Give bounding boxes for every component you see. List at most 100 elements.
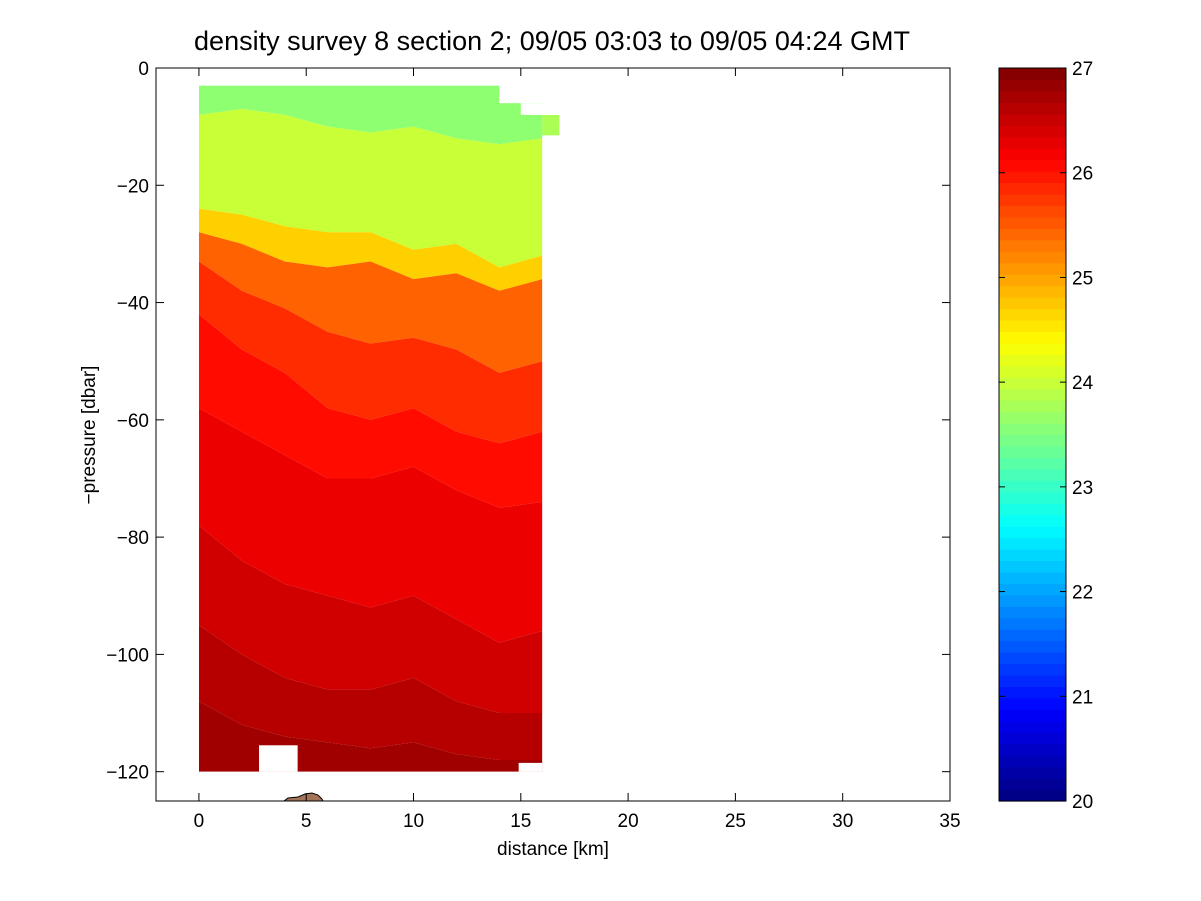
x-axis-label: distance [km] — [497, 839, 609, 860]
colorbar-swatch — [999, 709, 1066, 722]
density-band — [542, 114, 560, 136]
colorbar-tick-label: 25 — [1072, 268, 1093, 289]
colorbar-swatch — [999, 652, 1066, 665]
colorbar-swatch — [999, 732, 1066, 745]
density-field — [198, 85, 560, 772]
y-tick-label: −100 — [106, 645, 149, 666]
x-axis-ticks: 0 5 10 15 20 25 30 35 — [194, 68, 961, 832]
colorbar-swatch — [999, 537, 1066, 550]
colorbar-swatch — [999, 68, 1066, 81]
colorbar-swatch — [999, 331, 1066, 344]
colorbar-swatch — [999, 216, 1066, 229]
colorbar-swatch — [999, 251, 1066, 264]
density-band — [198, 109, 543, 268]
colorbar-swatch — [999, 411, 1066, 424]
data-gap — [520, 103, 950, 115]
colorbar-swatch — [999, 675, 1066, 688]
colorbar-swatch — [999, 102, 1066, 115]
colorbar-swatch — [999, 193, 1066, 207]
x-tick-label: 0 — [194, 811, 205, 832]
colorbar-swatch — [999, 755, 1066, 768]
colorbar-swatch — [999, 629, 1066, 642]
y-tick-label: −40 — [117, 294, 149, 315]
colorbar-swatch — [999, 125, 1066, 138]
seafloor-bathymetry — [282, 792, 324, 802]
colorbar-swatch — [999, 697, 1066, 710]
colorbar-tick-label: 24 — [1072, 373, 1094, 394]
colorbar-swatch — [999, 640, 1066, 653]
x-tick-label: 25 — [725, 811, 746, 832]
colorbar-swatch — [999, 354, 1066, 367]
density-band — [198, 232, 543, 373]
colorbar-swatch — [999, 400, 1066, 413]
colorbar-swatch — [999, 526, 1066, 539]
density-band — [198, 314, 543, 508]
colorbar-swatch — [999, 423, 1066, 436]
x-tick-label: 20 — [618, 811, 639, 832]
colorbar-swatch — [999, 778, 1066, 791]
density-band — [198, 208, 543, 291]
colorbar-tick-label: 23 — [1072, 478, 1093, 499]
colorbar-tick-label: 21 — [1072, 687, 1093, 708]
colorbar-tick-label: 27 — [1072, 59, 1093, 80]
colorbar-swatch — [999, 606, 1066, 619]
colorbar-swatch — [999, 560, 1066, 573]
colorbar-swatch — [999, 617, 1066, 630]
colorbar-swatch — [999, 182, 1066, 195]
colorbar-swatch — [999, 503, 1066, 516]
colorbar-swatch — [999, 491, 1066, 504]
colorbar-swatch — [999, 342, 1066, 355]
colorbar-swatch — [999, 743, 1066, 756]
y-tick-label: −20 — [117, 176, 149, 197]
data-gap — [259, 745, 298, 772]
colorbar-swatch — [999, 113, 1066, 126]
colorbar-swatch — [999, 90, 1066, 103]
colorbar-swatch — [999, 686, 1066, 699]
colorbar-swatch — [999, 549, 1066, 562]
data-gap — [559, 114, 950, 136]
data-gap — [542, 135, 950, 801]
density-band — [198, 85, 543, 145]
y-tick-label: −60 — [117, 411, 149, 432]
y-axis-label: −pressure [dbar] — [79, 366, 100, 505]
density-band — [198, 525, 543, 713]
y-tick-label: −120 — [106, 763, 149, 784]
colorbar-swatch — [999, 594, 1066, 607]
colorbar-swatch — [999, 663, 1066, 676]
density-band — [198, 261, 543, 444]
x-tick-label: 15 — [510, 811, 531, 832]
colorbar-swatch — [999, 159, 1066, 172]
colorbar-swatch — [999, 468, 1066, 481]
colorbar-swatch — [999, 274, 1066, 287]
colorbar-swatch — [999, 308, 1066, 321]
colorbar-swatch — [999, 377, 1066, 390]
colorbar-swatch — [999, 583, 1066, 596]
colorbar — [999, 68, 1066, 802]
colorbar-swatch — [999, 388, 1066, 401]
x-tick-label: 30 — [832, 811, 853, 832]
colorbar-swatch — [999, 720, 1066, 733]
colorbar-swatch — [999, 205, 1066, 218]
colorbar-swatch — [999, 297, 1066, 310]
colorbar-tick-label: 22 — [1072, 583, 1093, 604]
y-axis-ticks: 0 −20 −40 −60 −80 −100 −120 — [106, 59, 950, 784]
colorbar-ticks: 20 21 22 23 24 25 26 27 — [999, 59, 1094, 813]
x-tick-label: 35 — [939, 811, 960, 832]
plot-frame — [155, 67, 951, 802]
colorbar-swatch — [999, 457, 1066, 470]
colorbar-swatch — [999, 571, 1066, 584]
colorbar-swatch — [999, 480, 1066, 493]
density-band — [198, 408, 543, 643]
colorbar-swatch — [999, 148, 1066, 161]
colorbar-swatch — [999, 434, 1066, 447]
colorbar-frame — [998, 67, 1067, 802]
colorbar-swatch — [999, 262, 1066, 275]
data-gap — [198, 771, 543, 801]
colorbar-swatch — [999, 789, 1066, 802]
data-gap — [499, 68, 950, 104]
colorbar-tick-label: 26 — [1072, 164, 1093, 185]
data-gap — [198, 68, 543, 86]
x-tick-label: 5 — [301, 811, 312, 832]
y-tick-label: 0 — [138, 59, 149, 80]
